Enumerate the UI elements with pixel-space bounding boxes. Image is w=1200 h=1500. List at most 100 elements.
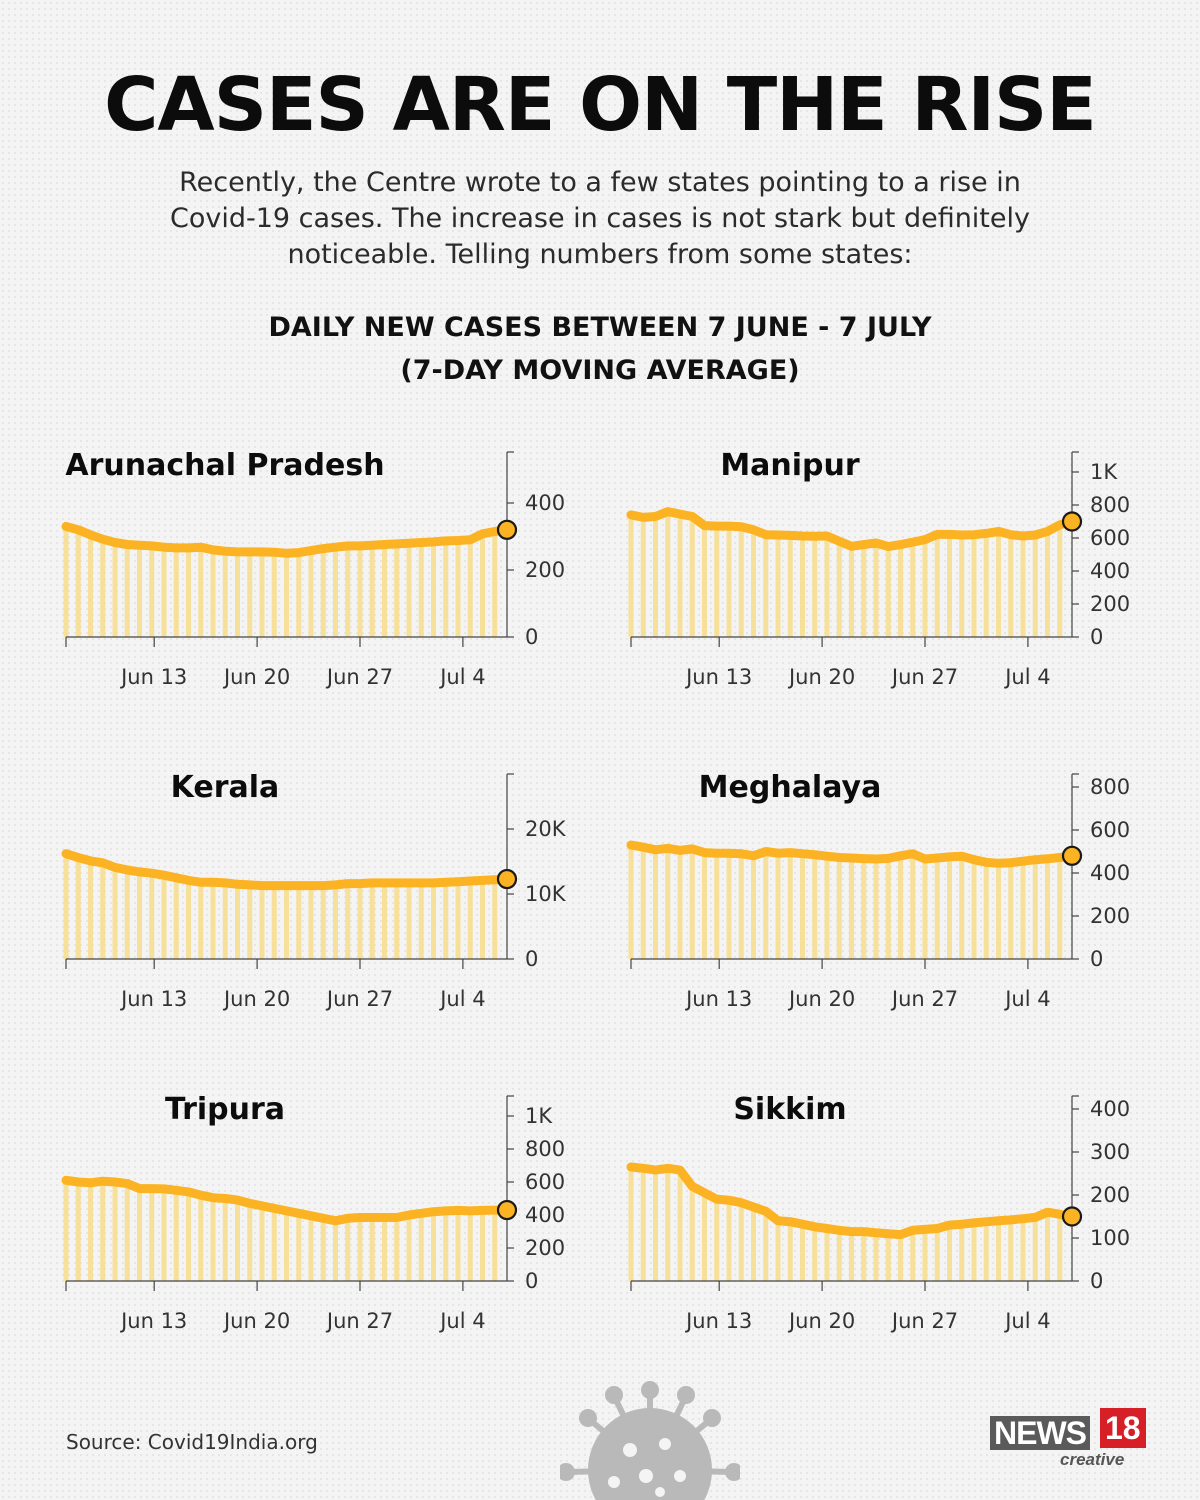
bar	[137, 871, 142, 959]
y-tick-label: 20K	[525, 817, 567, 841]
bar	[455, 1210, 461, 1281]
news18-logo: NEWS 18 creative	[990, 1408, 1150, 1472]
bar	[738, 526, 744, 637]
bar	[394, 882, 400, 959]
bar	[800, 536, 805, 637]
bar	[983, 1221, 989, 1281]
bar	[284, 553, 289, 637]
bar	[369, 1217, 375, 1281]
bar	[1020, 536, 1026, 637]
x-tick-label: Jul 4	[1003, 1309, 1050, 1333]
end-point-marker	[1061, 845, 1083, 866]
state-title: Arunachal Pradesh	[65, 448, 385, 483]
bar	[934, 857, 940, 959]
bar	[455, 540, 461, 637]
bar	[665, 848, 671, 959]
bar	[726, 853, 732, 959]
bar	[161, 547, 167, 637]
bar	[222, 1198, 228, 1281]
bar	[284, 1210, 289, 1281]
bar	[836, 857, 842, 959]
bar	[653, 516, 658, 637]
bar	[382, 882, 387, 959]
bar	[345, 883, 351, 959]
y-tick-label: 1K	[1090, 460, 1118, 484]
y-tick-label: 0	[525, 947, 538, 971]
bar	[1032, 1217, 1038, 1281]
y-tick-label: 800	[1090, 775, 1130, 799]
x-tick-label: Jun 20	[787, 665, 855, 689]
x-tick-label: Jul 4	[1003, 987, 1050, 1011]
x-tick-label: Jun 13	[684, 1309, 752, 1333]
state-title: Meghalaya	[698, 770, 882, 805]
bar	[480, 1210, 485, 1281]
series-line	[61, 1175, 512, 1226]
bar	[996, 1220, 1001, 1281]
subtitle-line-1: DAILY NEW CASES BETWEEN 7 JUNE - 7 JULY	[268, 312, 932, 343]
end-point-marker	[496, 868, 518, 890]
bar	[492, 531, 498, 637]
bar	[492, 1210, 498, 1281]
chart-svg: Jun 13 Jun 20 Jun 27 Jul 4 0 200 400 600 800 1K	[61, 1095, 565, 1333]
bar	[947, 856, 952, 959]
x-tick-label: Jun 27	[890, 665, 958, 689]
bar	[640, 847, 646, 959]
bar	[910, 1230, 916, 1281]
state-title: Tripura	[164, 1092, 286, 1127]
bar	[394, 1217, 400, 1281]
bar	[996, 863, 1001, 959]
y-tick-label: 200	[525, 558, 565, 582]
bar	[357, 1217, 363, 1281]
bar	[443, 540, 449, 637]
y-tick-label: 0	[1090, 625, 1103, 649]
bar	[665, 1168, 671, 1281]
bar	[714, 526, 720, 637]
bar	[714, 853, 720, 959]
bar	[873, 542, 879, 637]
x-tick-label: Jul 4	[438, 665, 485, 689]
chart-subtitle: DAILY NEW CASES BETWEEN 7 JUNE - 7 JULY …	[0, 306, 1200, 392]
bar	[971, 534, 977, 637]
bar	[149, 1188, 155, 1281]
x-tick-label: Jun 27	[325, 1309, 393, 1333]
end-point-marker	[496, 519, 518, 540]
intro-paragraph: Recently, the Centre wrote to a few stat…	[169, 167, 1030, 270]
bar	[885, 546, 891, 637]
bar	[836, 1230, 842, 1281]
bar	[1008, 534, 1014, 637]
bar	[88, 860, 93, 959]
bar	[320, 1218, 326, 1281]
bar	[259, 551, 265, 637]
bar	[443, 882, 449, 959]
x-tick-label: Jun 13	[684, 665, 752, 689]
bar	[898, 1234, 903, 1281]
x-tick-label: Jun 20	[222, 665, 290, 689]
bar	[1020, 1218, 1026, 1281]
bar	[418, 882, 424, 959]
bar	[849, 1231, 854, 1281]
bar	[922, 859, 928, 959]
bar	[751, 529, 756, 637]
x-tick-label: Jul 4	[438, 987, 485, 1011]
state-title: Sikkim	[733, 1092, 847, 1127]
logo-brand: NEWS	[990, 1416, 1090, 1450]
bar	[455, 881, 461, 959]
bar	[467, 881, 473, 959]
y-tick-label: 300	[1090, 1140, 1130, 1164]
bar	[983, 533, 989, 637]
bar	[1008, 862, 1014, 959]
x-tick-label: Jun 27	[890, 987, 958, 1011]
bar	[259, 1205, 265, 1281]
bar	[959, 856, 965, 959]
chart-svg: Jun 13 Jun 20 Jun 27 Jul 4 0 200 400	[61, 451, 565, 689]
x-tick-label: Jun 27	[325, 665, 393, 689]
bar	[873, 1232, 879, 1281]
bar	[677, 1170, 683, 1281]
bar	[63, 1180, 69, 1281]
bar	[1032, 535, 1038, 637]
bar	[235, 1200, 240, 1281]
x-tick-label: Jun 13	[684, 987, 752, 1011]
bar	[210, 549, 216, 637]
bar	[861, 544, 867, 637]
bar	[812, 854, 818, 959]
